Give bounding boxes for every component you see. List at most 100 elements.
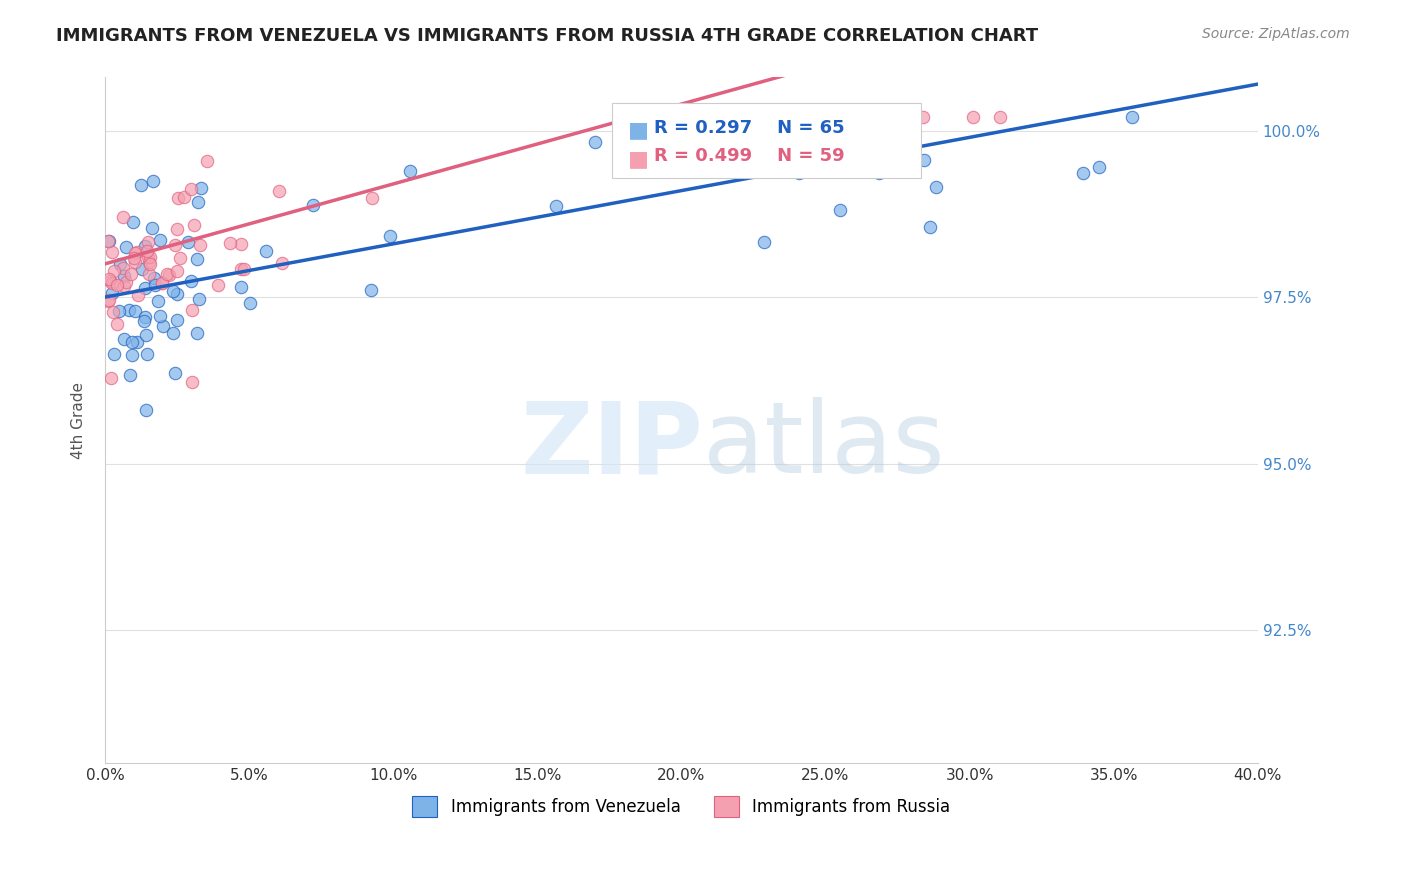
Point	[152, 318, 174, 333]
Point	[378, 228, 401, 243]
Point	[112, 332, 135, 346]
Point	[231, 262, 253, 277]
Point	[912, 111, 935, 125]
Point	[360, 283, 382, 297]
Point	[830, 202, 852, 217]
Point	[100, 245, 122, 260]
Point	[166, 222, 188, 236]
Point	[98, 272, 121, 286]
Point	[846, 111, 869, 125]
Point	[231, 280, 253, 294]
Point	[103, 347, 125, 361]
Point	[112, 279, 135, 293]
Point	[620, 134, 643, 148]
Point	[150, 277, 173, 291]
Point	[166, 264, 188, 278]
Point	[122, 215, 145, 229]
Point	[156, 267, 179, 281]
Point	[187, 195, 209, 210]
Point	[918, 219, 941, 234]
Point	[181, 375, 204, 389]
Point	[112, 268, 135, 283]
Point	[135, 346, 157, 360]
Point	[177, 235, 200, 250]
Point	[136, 250, 159, 264]
Point	[869, 166, 891, 180]
Point	[134, 310, 156, 324]
Point	[150, 277, 173, 291]
Point	[121, 334, 143, 349]
Point	[658, 112, 681, 127]
Point	[169, 251, 191, 265]
Point	[112, 260, 135, 275]
Point	[714, 147, 737, 161]
Point	[143, 278, 166, 293]
Point	[134, 281, 156, 295]
Point	[143, 271, 166, 285]
Point	[165, 366, 187, 380]
Point	[98, 234, 121, 248]
Point	[165, 238, 187, 252]
Point	[105, 277, 128, 292]
Point	[134, 239, 156, 253]
Point	[962, 111, 984, 125]
Point	[146, 294, 169, 309]
Point	[138, 255, 160, 269]
Point	[166, 313, 188, 327]
Y-axis label: 4th Grade: 4th Grade	[72, 382, 86, 458]
Point	[111, 210, 134, 224]
Point	[267, 184, 290, 198]
Point	[183, 218, 205, 232]
Point	[98, 293, 121, 307]
Point	[120, 267, 142, 281]
Point	[207, 277, 229, 292]
Point	[166, 191, 188, 205]
Text: atlas: atlas	[703, 398, 945, 494]
Point	[166, 287, 188, 301]
Point	[195, 154, 218, 169]
Point	[190, 180, 212, 194]
Point	[1121, 111, 1143, 125]
Point	[1071, 166, 1094, 180]
Point	[218, 235, 240, 250]
Point	[135, 328, 157, 343]
Point	[752, 235, 775, 249]
Point	[149, 309, 172, 323]
Point	[121, 348, 143, 362]
Point	[115, 275, 138, 289]
Point	[180, 182, 202, 196]
Point	[162, 326, 184, 340]
Point	[180, 274, 202, 288]
Point	[544, 198, 567, 212]
Point	[180, 302, 202, 317]
Point	[233, 261, 256, 276]
Point	[97, 293, 120, 308]
Point	[127, 335, 149, 350]
Point	[124, 246, 146, 260]
Text: R = 0.499    N = 59: R = 0.499 N = 59	[654, 147, 845, 165]
Point	[912, 153, 935, 167]
Point	[879, 111, 901, 125]
Point	[254, 244, 277, 258]
Point	[925, 179, 948, 194]
Point	[1088, 161, 1111, 175]
Point	[124, 303, 146, 318]
Point	[114, 240, 136, 254]
Point	[100, 370, 122, 384]
Point	[131, 262, 153, 277]
Point	[141, 220, 163, 235]
Point	[101, 285, 124, 300]
Point	[139, 257, 162, 271]
Text: IMMIGRANTS FROM VENEZUELA VS IMMIGRANTS FROM RUSSIA 4TH GRADE CORRELATION CHART: IMMIGRANTS FROM VENEZUELA VS IMMIGRANTS …	[56, 27, 1039, 45]
Point	[188, 292, 211, 306]
Point	[124, 254, 146, 268]
Point	[135, 403, 157, 417]
Text: ■: ■	[628, 149, 650, 169]
Point	[583, 135, 606, 149]
Point	[127, 288, 149, 302]
Point	[108, 257, 131, 271]
Point	[302, 197, 325, 211]
Point	[118, 302, 141, 317]
Point	[101, 304, 124, 318]
Point	[139, 250, 162, 264]
